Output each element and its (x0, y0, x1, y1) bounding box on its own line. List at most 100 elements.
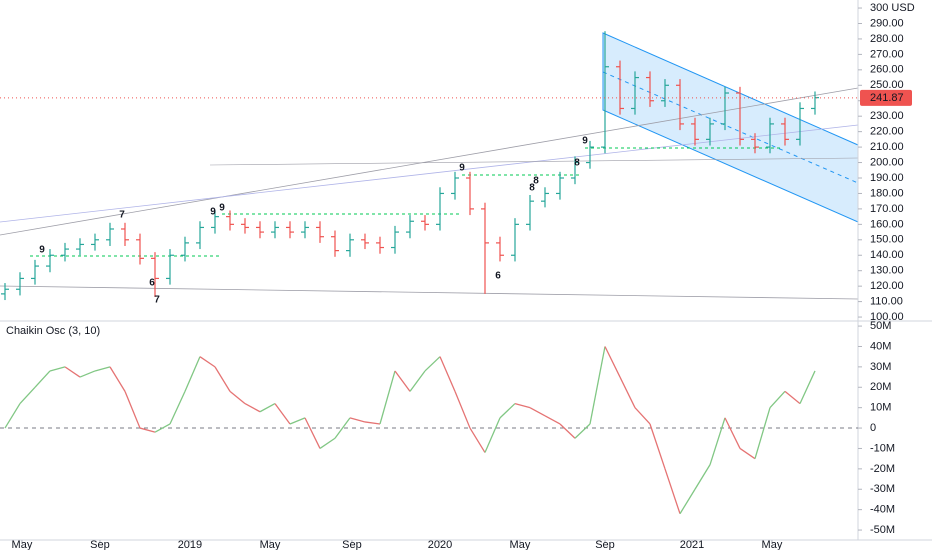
osc-segment (109, 366, 126, 392)
osc-segment (124, 391, 141, 429)
y-tick-label: 40M (870, 340, 891, 352)
y-tick-label: -50M (870, 524, 895, 536)
osc-segment (34, 370, 51, 388)
drawings (0, 32, 859, 300)
y-tick-label: 210.00 (870, 141, 904, 153)
td-label: 8 (529, 183, 535, 194)
osc-segment (574, 423, 591, 439)
y-tick-label: 20M (870, 381, 891, 393)
y-tick-label: 120.00 (870, 280, 904, 292)
osc-segment (409, 370, 426, 392)
td-label: 9 (39, 245, 45, 256)
last-price-badge (860, 89, 912, 106)
y-tick-label: 170.00 (870, 203, 904, 215)
td-label: 9 (582, 136, 588, 147)
trend-line (0, 87, 859, 236)
trend-line (209, 157, 859, 166)
osc-segment (754, 407, 771, 459)
osc-segment (19, 386, 36, 405)
osc-segment (619, 376, 636, 408)
y-tick-label: 0 (870, 422, 876, 434)
osc-segment (454, 391, 471, 429)
td-label: 9 (219, 203, 225, 214)
osc-segment (424, 356, 441, 372)
y-tick-label: -30M (870, 483, 895, 495)
y-tick-label: 50M (870, 320, 891, 332)
osc-segment (394, 370, 411, 392)
osc-segment (724, 417, 741, 449)
osc-segment (94, 366, 111, 372)
osc-segment (349, 417, 366, 423)
td-label: 8 (574, 158, 580, 169)
y-tick-label: 280.00 (870, 33, 904, 45)
y-tick-label: 290.00 (870, 17, 904, 29)
y-tick-label: 180.00 (870, 187, 904, 199)
td-label: 6 (149, 278, 155, 289)
osc-segment (379, 370, 396, 425)
osc-segment (64, 366, 81, 378)
x-tick-label: 2021 (680, 539, 704, 550)
y-tick-label: 160.00 (870, 218, 904, 230)
osc-segment (289, 417, 306, 425)
osc-segment (799, 370, 816, 404)
osc-segment (604, 346, 621, 378)
osc-segment (49, 366, 66, 372)
y-tick-label: 260.00 (870, 64, 904, 76)
osc-segment (514, 402, 531, 409)
osc-segment (559, 423, 576, 439)
y-tick-label: 130.00 (870, 265, 904, 277)
osc-segment (694, 464, 711, 490)
x-tick-label: Sep (90, 539, 110, 550)
osc-segment (439, 356, 456, 392)
y-tick-label: -20M (870, 463, 895, 475)
y-tick-label: 150.00 (870, 234, 904, 246)
osc-segment (769, 390, 786, 409)
osc-segment (469, 427, 486, 453)
trend-line (0, 124, 859, 223)
y-tick-label: 190.00 (870, 172, 904, 184)
channel-midline (602, 71, 859, 184)
osc-segment (274, 403, 291, 425)
osc-segment (589, 346, 606, 425)
osc-segment (199, 356, 216, 368)
y-tick-label: 30M (870, 361, 891, 373)
osc-segment (679, 488, 696, 515)
osc-segment (364, 421, 381, 425)
osc-segment (739, 447, 756, 460)
osc-segment (634, 407, 651, 425)
x-tick-label: 2020 (428, 539, 452, 550)
osc-segment (319, 437, 336, 449)
osc-segment (529, 407, 546, 417)
osc-segment (784, 390, 801, 405)
osc-segment (154, 423, 171, 433)
last-price-label: 241.87 (870, 92, 904, 104)
y-tick-label: 100.00 (870, 311, 904, 323)
y-tick-label: 110.00 (870, 296, 903, 308)
osc-segment (229, 390, 246, 405)
osc-segment (499, 403, 516, 419)
osc-segment (139, 427, 156, 433)
td-label: 7 (154, 295, 160, 306)
osc-segment (484, 417, 501, 453)
x-tick-label: May (510, 539, 531, 550)
x-tick-label: Sep (595, 539, 615, 550)
y-tick-label: 300 USD (870, 2, 915, 14)
x-tick-label: 2019 (178, 539, 202, 550)
osc-segment (79, 370, 96, 378)
y-tick-label: 270.00 (870, 48, 904, 60)
trend-line (0, 285, 859, 300)
osc-segment (709, 417, 726, 465)
x-tick-label: May (762, 539, 783, 550)
y-tick-label: 250.00 (870, 79, 904, 91)
y-tick-label: 10M (870, 402, 891, 414)
td-label: 9 (459, 163, 465, 174)
osc-segment (214, 366, 231, 392)
y-tick-label: -10M (870, 442, 895, 454)
osc-segment (304, 417, 321, 449)
osc-segment (649, 423, 666, 470)
osc-segment (4, 403, 21, 429)
td-label: 6 (495, 271, 501, 282)
osc-segment (244, 403, 261, 413)
